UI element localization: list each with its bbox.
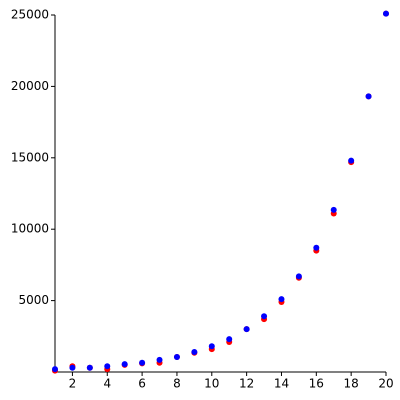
x-tick-label: 18 — [344, 377, 359, 391]
point — [278, 296, 285, 303]
y-tick-label: 10000 — [11, 222, 49, 236]
point — [52, 366, 58, 373]
point — [121, 361, 128, 368]
x-tick-label: 16 — [309, 377, 324, 391]
x-tick-label: 6 — [138, 377, 146, 391]
x-tick-label: 8 — [173, 377, 181, 391]
point — [226, 336, 233, 343]
y-tick-label: 5000 — [18, 293, 49, 307]
point — [261, 313, 268, 320]
y-tick-label: 25000 — [11, 8, 49, 22]
point — [313, 244, 320, 251]
point — [173, 354, 180, 361]
point — [348, 157, 355, 164]
point — [69, 364, 76, 371]
point — [156, 356, 163, 363]
x-tick-label: 20 — [378, 377, 393, 391]
y-tick-label: 20000 — [11, 79, 49, 93]
x-tick-label: 14 — [274, 377, 289, 391]
point — [383, 10, 389, 17]
point — [295, 273, 302, 280]
x-tick-label: 2 — [69, 377, 77, 391]
point — [330, 206, 337, 213]
x-tick-label: 10 — [204, 377, 219, 391]
y-tick-label: 15000 — [11, 150, 49, 164]
x-tick-label: 12 — [239, 377, 254, 391]
point — [86, 364, 93, 371]
point — [243, 326, 250, 333]
x-tick-label: 4 — [103, 377, 111, 391]
point — [365, 93, 372, 100]
point — [208, 343, 215, 350]
point — [104, 363, 111, 370]
point — [139, 359, 146, 366]
point — [191, 349, 198, 356]
